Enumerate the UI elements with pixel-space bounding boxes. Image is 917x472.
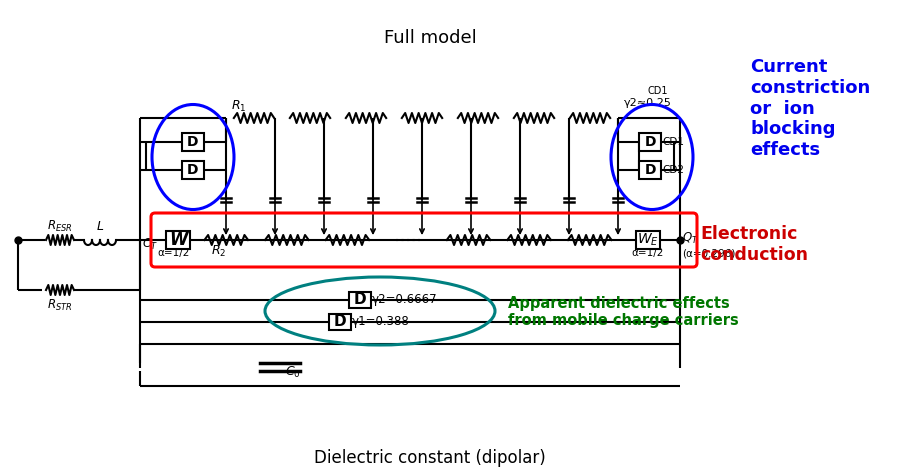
Text: Current
constriction
or  ion
blocking
effects: Current constriction or ion blocking eff… (750, 58, 870, 159)
Text: CD2: CD2 (662, 165, 684, 175)
Text: CD1: CD1 (648, 86, 668, 96)
Text: (α=0.296): (α=0.296) (682, 248, 735, 258)
Bar (639, 161, 661, 179)
Text: D: D (645, 135, 656, 149)
Bar (639, 133, 661, 151)
Text: α=1/2: α=1/2 (158, 248, 190, 258)
Bar (636, 231, 660, 249)
Bar (166, 231, 190, 249)
Bar (329, 314, 351, 330)
Text: γ2≈0.25: γ2≈0.25 (624, 98, 672, 108)
Text: γ1=0.388: γ1=0.388 (352, 315, 410, 328)
Text: D: D (334, 314, 347, 329)
Text: D: D (354, 293, 366, 307)
Text: Electronic
conduction: Electronic conduction (700, 225, 808, 264)
Text: CD1: CD1 (662, 137, 684, 147)
Text: D: D (187, 163, 199, 177)
Text: W: W (169, 231, 187, 249)
Text: α=1/2: α=1/2 (632, 248, 664, 258)
Text: Apparent dielectric effects
from mobile charge carriers: Apparent dielectric effects from mobile … (508, 296, 739, 329)
Text: D: D (645, 163, 656, 177)
Bar (182, 161, 204, 179)
Text: $R_2$: $R_2$ (211, 244, 226, 259)
Bar (182, 133, 204, 151)
Text: $Q_T$: $Q_T$ (682, 231, 699, 246)
Text: $C_0$: $C_0$ (285, 365, 301, 380)
Bar (349, 292, 371, 308)
Text: Full model: Full model (383, 29, 476, 47)
Text: $R_{ESR}$: $R_{ESR}$ (48, 219, 72, 234)
Text: $R_{STR}$: $R_{STR}$ (48, 297, 72, 312)
Text: $W_E$: $W_E$ (637, 232, 659, 248)
Text: D: D (187, 135, 199, 149)
Text: γ2=0.6667: γ2=0.6667 (372, 293, 437, 306)
Text: L: L (96, 219, 104, 233)
Text: $C_T$: $C_T$ (142, 237, 158, 252)
Text: $R_1$: $R_1$ (231, 99, 247, 114)
Text: Dielectric constant (dipolar): Dielectric constant (dipolar) (315, 449, 546, 467)
